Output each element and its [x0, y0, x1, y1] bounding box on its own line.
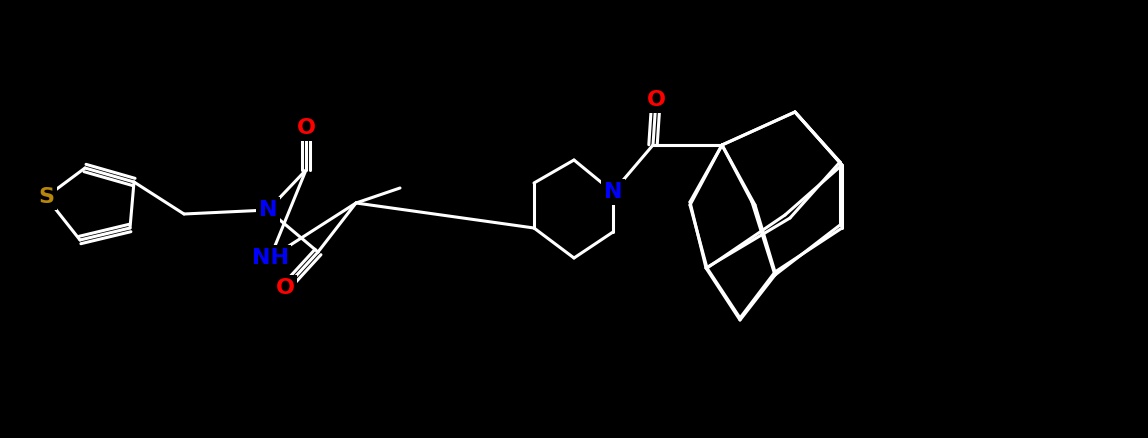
- Text: N: N: [604, 182, 622, 202]
- Text: N: N: [258, 200, 278, 220]
- Text: O: O: [646, 90, 666, 110]
- Text: NH: NH: [251, 248, 288, 268]
- Text: O: O: [276, 278, 295, 298]
- Text: S: S: [38, 187, 54, 207]
- Text: O: O: [296, 118, 316, 138]
